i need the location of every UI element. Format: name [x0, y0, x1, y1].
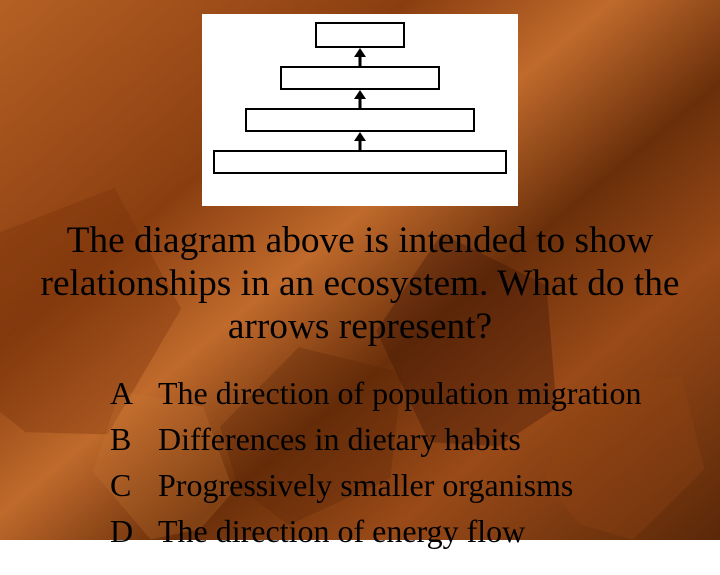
pyramid-tier [315, 22, 405, 48]
pyramid-tier [280, 66, 440, 90]
pyramid-tier [245, 108, 475, 132]
answer-letter: A [110, 373, 158, 413]
up-arrow-icon [354, 132, 366, 150]
pyramid-tier [213, 150, 507, 174]
answer-text: Differences in dietary habits [158, 419, 720, 459]
answer-choices: AThe direction of population migrationBD… [110, 373, 720, 551]
ecosystem-pyramid-diagram [202, 14, 518, 206]
up-arrow-icon [354, 48, 366, 66]
slide-content: The diagram above is intended to show re… [0, 0, 720, 540]
up-arrow-icon [354, 90, 366, 108]
question-text: The diagram above is intended to show re… [40, 220, 680, 349]
answer-text: The direction of energy flow [158, 511, 720, 551]
answer-letter: C [110, 465, 158, 505]
answer-text: Progressively smaller organisms [158, 465, 720, 505]
answer-letter: B [110, 419, 158, 459]
answer-text: The direction of population migration [158, 373, 720, 413]
answer-letter: D [110, 511, 158, 551]
